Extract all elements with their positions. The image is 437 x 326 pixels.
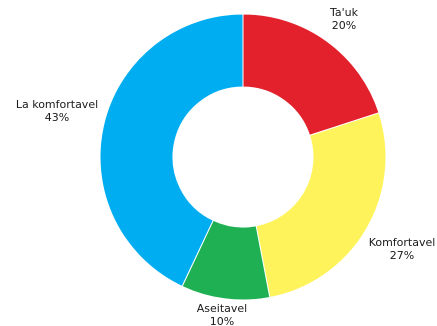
slice-value-komfortavel: 27% [390,249,414,262]
slice-ta-uk [242,13,380,136]
slice-la-komfortavel [99,13,244,288]
slice-value-la-komfortavel: 43% [45,111,69,124]
slice-value-ta-uk: 20% [332,19,356,32]
slice-value-aseitavel: 10% [210,315,234,326]
slice-name-komfortavel: Komfortavel [369,236,436,249]
slice-komfortavel [255,112,387,299]
slice-name-aseitavel: Aseitavel [197,302,247,315]
slice-name-la-komfortavel: La komfortavel [16,98,98,111]
slice-name-ta-uk: Ta'uk [329,6,359,19]
slices-group [99,13,387,301]
